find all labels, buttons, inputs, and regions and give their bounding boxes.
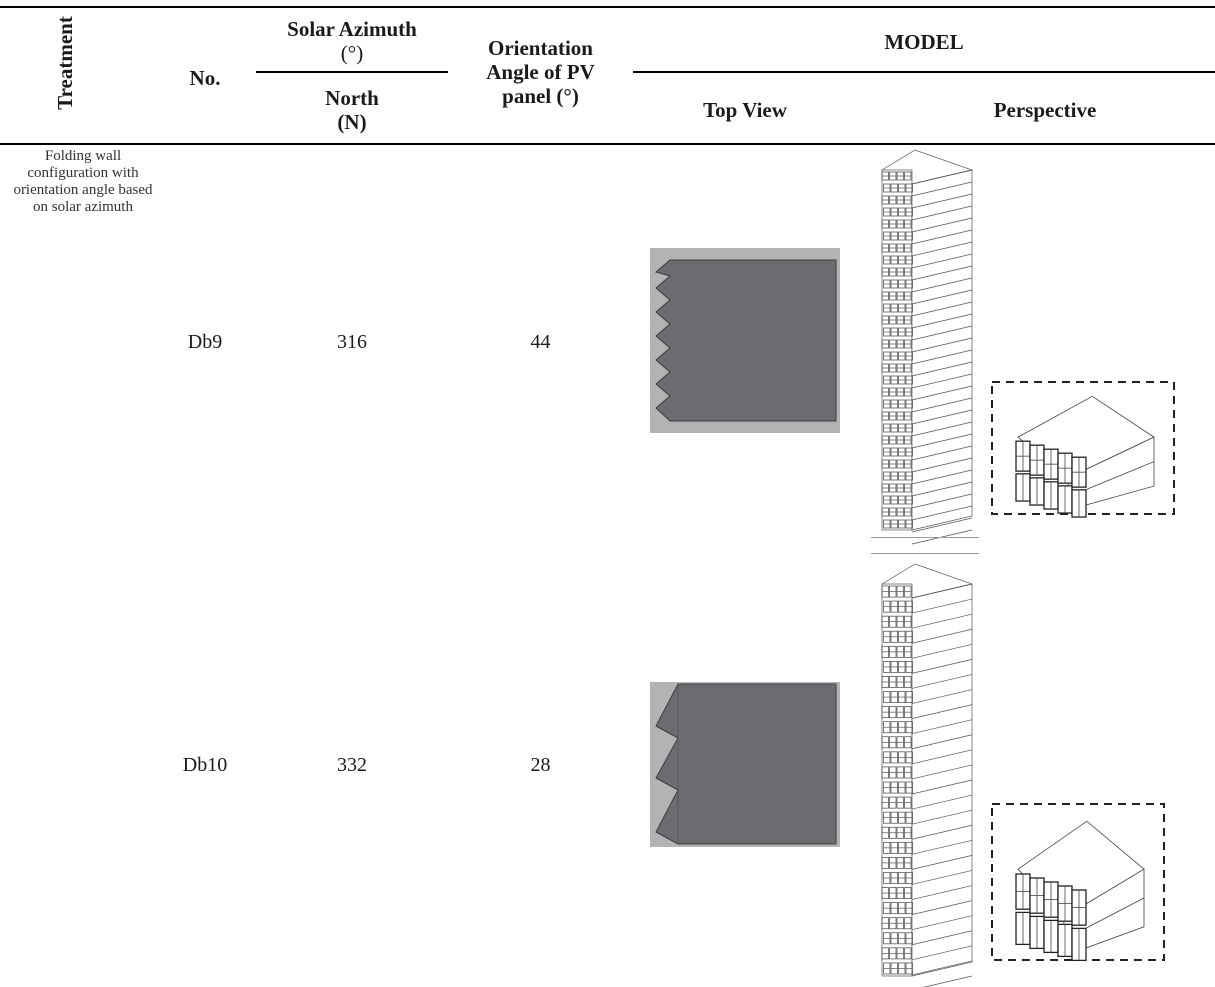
perspective-tower-db9: [881, 149, 974, 545]
row-separator-1: [871, 537, 979, 538]
header-orientation-2: Angle of PV: [486, 60, 595, 84]
row-db9-azimuth: 316: [337, 331, 367, 353]
header-north-abbr: (N): [337, 110, 367, 134]
header-top-view: Top View: [703, 98, 787, 122]
header-perspective: Perspective: [993, 98, 1097, 122]
header-model: MODEL: [884, 30, 964, 54]
header-treatment: Treatment: [53, 16, 77, 110]
top-view-db10-plan: [650, 682, 840, 847]
table-top-rule: [0, 6, 1215, 8]
row-db9-orientation: 44: [530, 331, 551, 353]
header-bottom-rule: [0, 143, 1215, 145]
model-sub-rule: [633, 71, 1215, 73]
header-north: North: [325, 86, 379, 110]
header-solar-azimuth-unit: (°): [340, 41, 364, 65]
treatment-note: Folding wall configuration with orientat…: [13, 148, 153, 215]
perspective-detail-db9: [991, 381, 1175, 518]
azimuth-sub-rule: [256, 71, 448, 73]
header-no: No.: [189, 66, 221, 90]
row-separator-2: [871, 553, 979, 554]
row-db10-no: Db10: [182, 754, 228, 776]
row-db10-orientation: 28: [530, 754, 551, 776]
row-db10-azimuth: 332: [337, 754, 367, 776]
row-db9-no: Db9: [187, 331, 223, 353]
header-solar-azimuth: Solar Azimuth: [287, 17, 417, 41]
top-view-db9-plan: [650, 248, 840, 433]
header-orientation-3: panel (°): [502, 84, 579, 108]
header-orientation-1: Orientation: [488, 36, 593, 60]
perspective-detail-db10: [991, 803, 1165, 962]
perspective-tower-db10: [881, 563, 974, 987]
